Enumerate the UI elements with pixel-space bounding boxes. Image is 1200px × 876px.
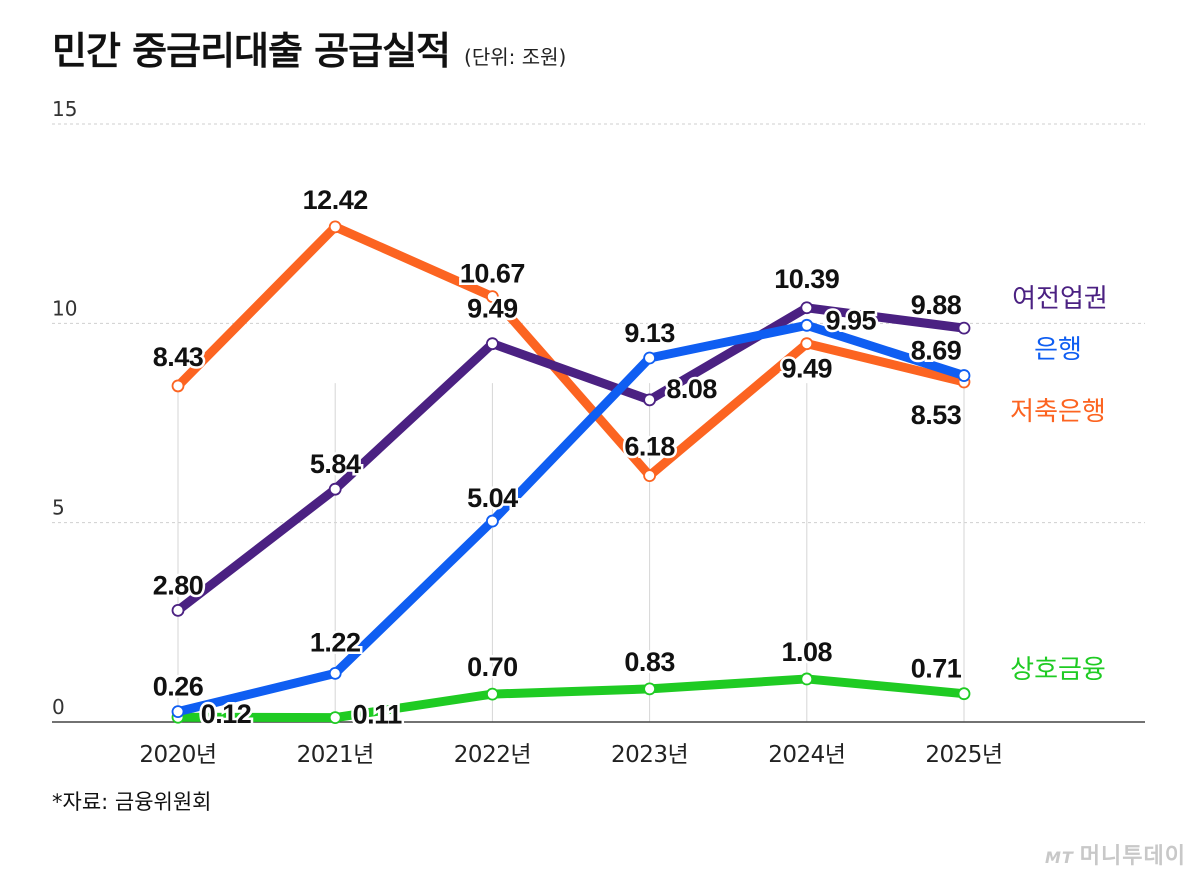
data-label: 9.13 <box>624 318 675 348</box>
series-line-저축은행 <box>173 222 969 481</box>
data-label: 10.39 <box>774 264 840 294</box>
data-label: 0.26 <box>153 672 204 702</box>
x-tick-label: 2020년 <box>139 742 216 768</box>
series-marker <box>485 514 499 528</box>
chart-subtitle: (단위: 조원) <box>464 45 567 69</box>
data-label: 9.88 <box>911 290 962 320</box>
series-marker <box>643 351 656 365</box>
series-marker <box>485 290 499 304</box>
x-tick-label: 2025년 <box>925 742 1002 768</box>
series-marker <box>171 705 185 719</box>
series-marker <box>800 301 814 315</box>
y-tick-label: 5 <box>52 496 65 520</box>
y-tick-label: 0 <box>52 695 65 719</box>
series-marker <box>957 321 971 335</box>
series-marker <box>643 469 656 483</box>
data-label: 9.49 <box>782 354 833 384</box>
data-label: 1.08 <box>782 637 833 667</box>
publisher-name: 머니투데이 <box>1079 844 1186 869</box>
data-label: 9.95 <box>826 305 877 335</box>
source-note: *자료: 금융위원회 <box>52 790 212 814</box>
series-marker <box>800 337 814 351</box>
data-label: 0.83 <box>624 647 675 677</box>
series-marker <box>643 393 656 407</box>
data-label: 0.11 <box>353 700 403 730</box>
title-row: 민간 중금리대출 공급실적 (단위: 조원) <box>52 20 566 75</box>
x-tick-label: 2024년 <box>768 742 845 768</box>
series-marker <box>485 337 499 351</box>
series-marker <box>328 666 342 680</box>
y-tick-label: 10 <box>52 296 77 320</box>
series-marker <box>957 369 971 382</box>
series-lines <box>173 222 969 723</box>
series-markers <box>171 220 971 725</box>
data-labels: 0.12 0.11 0.70 0.83 1.08 0.71 8.43 12.42 10.67 6.… <box>150 182 965 732</box>
data-label: 6.18 <box>624 432 675 462</box>
series-line-상호금융 <box>173 674 969 723</box>
chart-title: 민간 중금리대출 공급실적 <box>52 29 451 73</box>
x-tick-label: 2022년 <box>454 742 531 768</box>
series-marker <box>328 220 342 234</box>
x-tick-label: 2021년 <box>297 742 374 768</box>
series-line-여전업권 <box>173 303 969 615</box>
data-label: 1.22 <box>310 627 361 657</box>
publisher-brand: MT <box>1044 848 1074 867</box>
data-label: 8.53 <box>911 400 962 430</box>
data-label: 0.12 <box>201 699 252 729</box>
data-label: 8.08 <box>666 374 717 404</box>
series-marker <box>643 682 656 696</box>
series-marker <box>800 672 814 686</box>
series-marker <box>328 482 342 496</box>
y-tick-label: 15 <box>52 97 77 121</box>
data-label: 9.49 <box>467 294 518 324</box>
series-marker <box>957 687 971 701</box>
series-marker <box>171 379 185 393</box>
legend-label-은행: 은행 <box>1034 335 1082 365</box>
data-label: 8.43 <box>153 342 204 372</box>
data-label: 8.69 <box>911 336 962 366</box>
data-label: 5.84 <box>310 449 361 479</box>
legend-label-상호금융: 상호금융 <box>1010 655 1106 685</box>
series-marker <box>800 318 814 332</box>
data-label: 0.70 <box>467 652 518 682</box>
series-marker <box>328 711 342 725</box>
publisher-credit: MT 머니투데이 <box>1045 838 1186 870</box>
data-label: 0.71 <box>911 654 962 684</box>
data-label: 12.42 <box>303 185 368 215</box>
series-marker <box>485 687 499 701</box>
data-label: 5.04 <box>467 483 518 513</box>
x-tick-label: 2023년 <box>611 742 688 768</box>
legend-label-저축은행: 저축은행 <box>1010 397 1106 427</box>
series-line-은행 <box>173 320 969 717</box>
legend-label-여전업권: 여전업권 <box>1012 284 1108 314</box>
data-label: 10.67 <box>460 259 525 289</box>
data-label: 2.80 <box>153 570 204 600</box>
series-marker <box>171 603 185 617</box>
